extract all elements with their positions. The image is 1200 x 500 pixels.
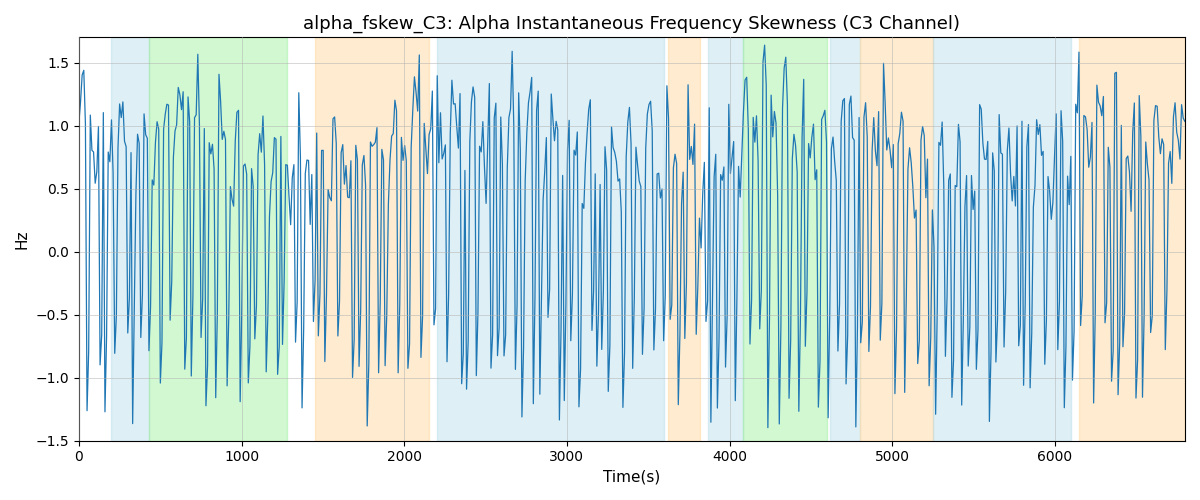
Bar: [830, 38, 859, 440]
Bar: [859, 38, 932, 440]
Bar: [743, 38, 827, 440]
Bar: [437, 38, 665, 440]
Bar: [667, 38, 701, 440]
Bar: [112, 38, 149, 440]
Bar: [314, 38, 428, 440]
Bar: [1079, 38, 1186, 440]
Bar: [932, 38, 1072, 440]
Bar: [708, 38, 743, 440]
Y-axis label: Hz: Hz: [14, 230, 30, 249]
X-axis label: Time(s): Time(s): [604, 470, 660, 485]
Bar: [149, 38, 287, 440]
Title: alpha_fskew_C3: Alpha Instantaneous Frequency Skewness (C3 Channel): alpha_fskew_C3: Alpha Instantaneous Freq…: [304, 15, 960, 34]
